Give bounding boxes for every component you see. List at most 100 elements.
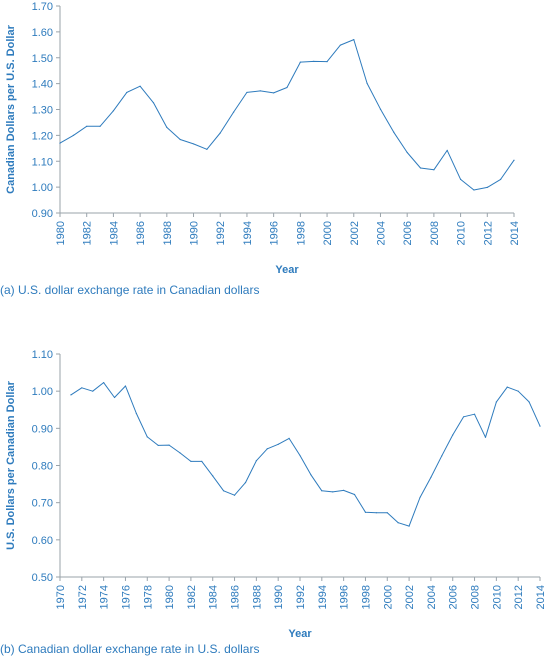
data-point: [152, 102, 155, 104]
y-tick-label: 1.10: [32, 156, 53, 168]
x-tick-label: 2004: [426, 585, 438, 609]
x-tick-label: 1984: [108, 221, 120, 245]
chart-b-caption: (b) Canadian dollar exchange rate in U.S…: [0, 642, 260, 656]
data-point: [179, 138, 181, 141]
data-point: [70, 394, 72, 396]
data-point: [332, 491, 334, 493]
data-point: [528, 401, 530, 403]
x-tick-label: 1994: [317, 585, 329, 609]
data-point: [232, 111, 235, 113]
data-point: [366, 82, 368, 84]
x-tick-label: 1980: [164, 585, 176, 609]
data-point: [321, 490, 323, 492]
series-line: [70, 382, 541, 527]
data-point: [433, 169, 435, 171]
y-tick-label: 1.00: [32, 182, 53, 194]
y-tick-label: 0.60: [32, 535, 53, 547]
x-tick-label: 1998: [360, 585, 372, 609]
data-point: [386, 512, 388, 514]
data-point: [168, 444, 170, 446]
data-point: [408, 525, 410, 527]
data-point: [244, 481, 247, 484]
data-point: [419, 167, 422, 169]
data-point: [517, 390, 519, 392]
data-point: [233, 494, 236, 496]
x-tick-label: 1984: [208, 585, 220, 609]
data-point: [135, 412, 137, 415]
data-point: [81, 387, 83, 389]
y-tick-label: 1.10: [32, 349, 53, 361]
data-point: [99, 125, 101, 127]
data-point: [419, 496, 421, 499]
data-point: [266, 448, 268, 450]
data-point: [124, 385, 127, 387]
data-point: [223, 490, 225, 492]
data-point: [146, 436, 148, 438]
data-point: [112, 110, 115, 112]
data-point: [513, 159, 515, 161]
data-point: [452, 434, 454, 436]
data-point: [92, 390, 94, 392]
x-tick-label: 1970: [55, 585, 67, 609]
x-tick-label: 2004: [375, 221, 387, 245]
data-point: [157, 444, 159, 447]
x-tick-label: 2012: [482, 221, 494, 245]
y-tick-label: 1.70: [32, 1, 53, 13]
y-axis-title: Canadian Dollars per U.S. Dollar: [5, 24, 17, 193]
data-point: [273, 92, 275, 94]
x-tick-label: 2006: [448, 585, 460, 609]
data-point: [473, 413, 476, 415]
x-tick-label: 2010: [491, 585, 503, 609]
y-tick-label: 1.30: [32, 105, 53, 117]
x-tick-label: 1994: [242, 221, 254, 245]
x-tick-label: 1996: [339, 585, 351, 609]
data-point: [506, 386, 508, 388]
data-point: [353, 493, 356, 496]
x-tick-label: 2012: [513, 585, 525, 609]
data-point: [259, 90, 261, 92]
x-axis-title: Year: [275, 264, 299, 276]
y-tick-label: 0.90: [32, 423, 53, 435]
data-point: [219, 132, 221, 134]
y-tick-label: 1.50: [32, 53, 53, 65]
x-tick-label: 2010: [456, 221, 468, 245]
data-point: [484, 436, 487, 438]
data-point: [286, 86, 288, 89]
data-point: [201, 460, 203, 463]
x-axis-title: Year: [288, 628, 312, 640]
data-point: [313, 60, 315, 62]
x-tick-label: 1990: [189, 221, 201, 245]
y-tick-label: 0.90: [32, 208, 53, 220]
data-point: [310, 474, 312, 476]
data-point: [375, 512, 377, 514]
x-tick-label: 1988: [251, 585, 263, 609]
x-tick-label: 2014: [509, 221, 521, 245]
data-point: [397, 522, 399, 524]
x-tick-label: 2000: [322, 221, 334, 245]
data-point: [539, 425, 541, 427]
data-point: [59, 142, 61, 144]
x-tick-label: 2000: [382, 585, 394, 609]
data-point: [339, 44, 342, 46]
y-tick-label: 0.80: [32, 461, 53, 473]
x-tick-label: 1972: [77, 585, 89, 609]
x-tick-label: 1992: [295, 585, 307, 609]
data-point: [190, 460, 192, 463]
x-tick-label: 1990: [273, 585, 285, 609]
data-point: [113, 396, 116, 399]
series-line: [59, 39, 515, 191]
chart-a: 0.90 1.00 1.10 1.20 1.30 1.40 1.50 1.60 1.70 1980…: [0, 0, 549, 300]
data-point: [126, 91, 128, 94]
data-point: [277, 443, 279, 445]
data-point: [500, 178, 502, 180]
x-tick-label: 1996: [269, 221, 281, 245]
x-tick-label: 2014: [535, 585, 547, 609]
data-point: [446, 149, 448, 151]
x-tick-label: 1982: [82, 221, 94, 245]
y-tick-label: 1.00: [32, 386, 53, 398]
data-point: [288, 437, 290, 439]
y-tick-label: 0.50: [32, 572, 53, 584]
data-point: [166, 126, 168, 128]
data-point: [179, 452, 181, 454]
data-point: [486, 186, 488, 188]
